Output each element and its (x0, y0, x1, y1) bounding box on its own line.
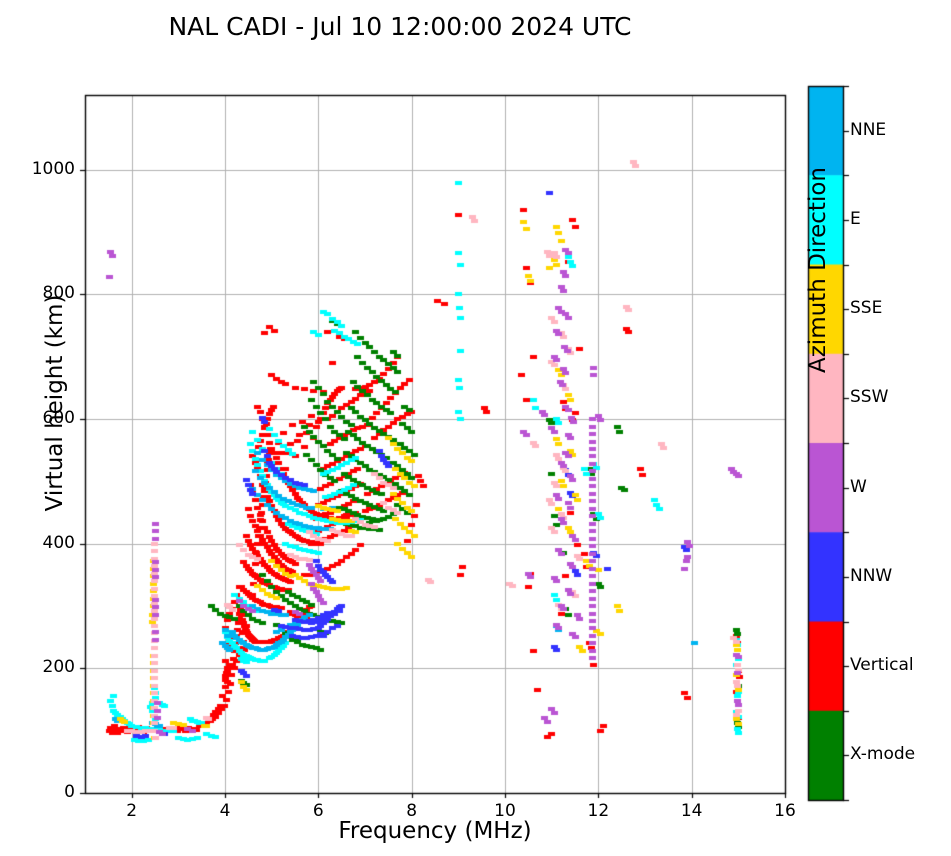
x-tick-label: 6 (312, 801, 324, 821)
y-tick-label: 600 (42, 408, 75, 429)
y-tick-label: 200 (42, 657, 75, 678)
y-tick-label: 400 (42, 532, 75, 553)
x-axis-label: Frequency (MHz) (338, 818, 532, 844)
y-tick-label: 800 (42, 283, 75, 304)
x-tick-label: 14 (680, 801, 703, 821)
x-tick-label: 12 (587, 801, 610, 821)
colorbar-label-sse: SSE (850, 298, 883, 319)
colorbar-title: Azimuth Direction (805, 167, 831, 373)
x-tick-label: 16 (774, 801, 796, 821)
x-tick-label: 8 (406, 801, 418, 821)
colorbar-label-w: W (850, 476, 867, 497)
colorbar-label-nnw: NNW (850, 565, 893, 586)
x-tick-label: 2 (126, 801, 138, 821)
colorbar-label-nne: NNE (850, 119, 887, 140)
y-tick-label: 1000 (31, 158, 75, 179)
colorbar-label-e: E (850, 208, 861, 229)
x-tick-label: 10 (494, 801, 516, 821)
colorbar-label-vertical: Vertical (850, 655, 914, 676)
x-tick-label: 4 (219, 801, 231, 821)
colorbar-label-ssw: SSW (850, 387, 889, 408)
y-tick-label: 0 (64, 782, 75, 802)
colorbar-label-x-mode: X-mode (850, 744, 916, 765)
